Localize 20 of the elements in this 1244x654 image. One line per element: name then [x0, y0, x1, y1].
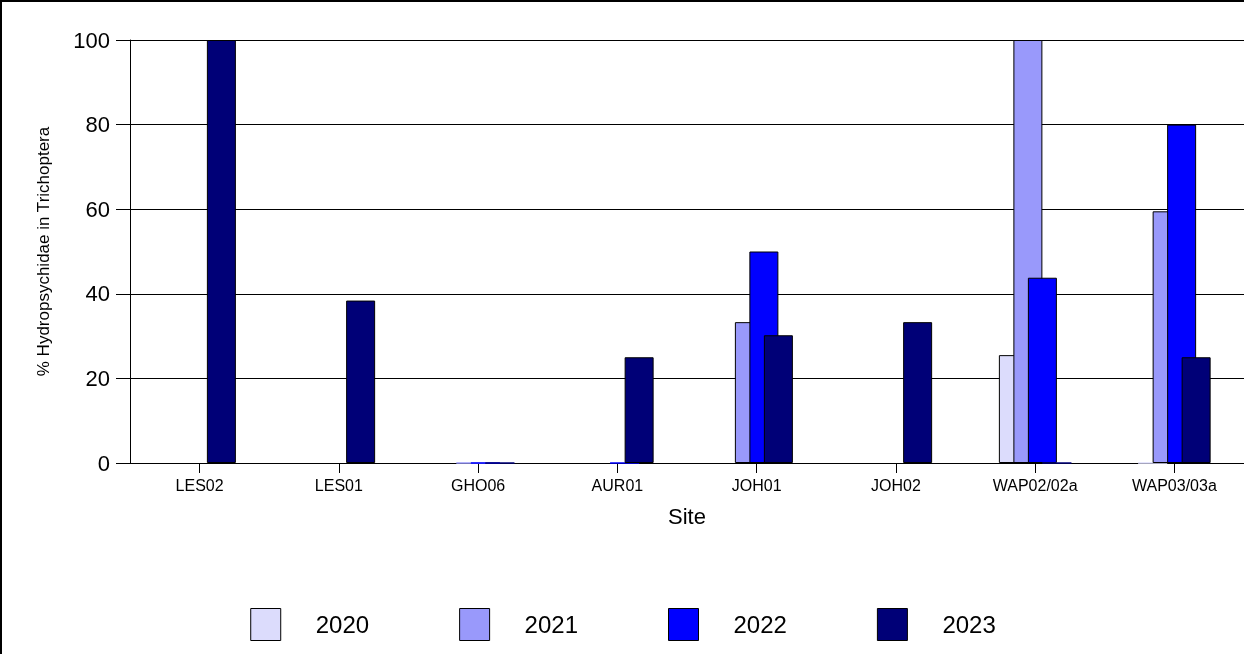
- y-tick-label: 20: [85, 365, 110, 391]
- y-tick-label: 60: [85, 196, 110, 222]
- x-tick-label: LES01: [314, 476, 363, 494]
- y-tick-label: 100: [73, 27, 110, 53]
- x-tick-label: WAP02/02a: [992, 476, 1078, 494]
- y-axis-title: % Hydropsychidae in Trichoptera: [34, 126, 53, 377]
- x-tick-label: GHO06: [451, 476, 506, 494]
- y-tick-label: 0: [97, 450, 110, 476]
- legend-label: 2023: [942, 611, 996, 638]
- legend-label: 2022: [733, 611, 787, 638]
- x-tick-label: LES02: [175, 476, 224, 494]
- legend-label: 2020: [315, 611, 370, 638]
- legend-label: 2021: [524, 611, 578, 638]
- y-tick-label: 40: [85, 281, 110, 307]
- y-tick-label: 80: [85, 112, 110, 138]
- x-tick-label: WAP03/03a: [1131, 476, 1217, 494]
- x-tick-label: JOH02: [870, 476, 921, 494]
- x-tick-label: AUR01: [591, 476, 644, 494]
- x-tick-label: JOH01: [731, 476, 782, 494]
- x-axis-title: Site: [668, 503, 706, 529]
